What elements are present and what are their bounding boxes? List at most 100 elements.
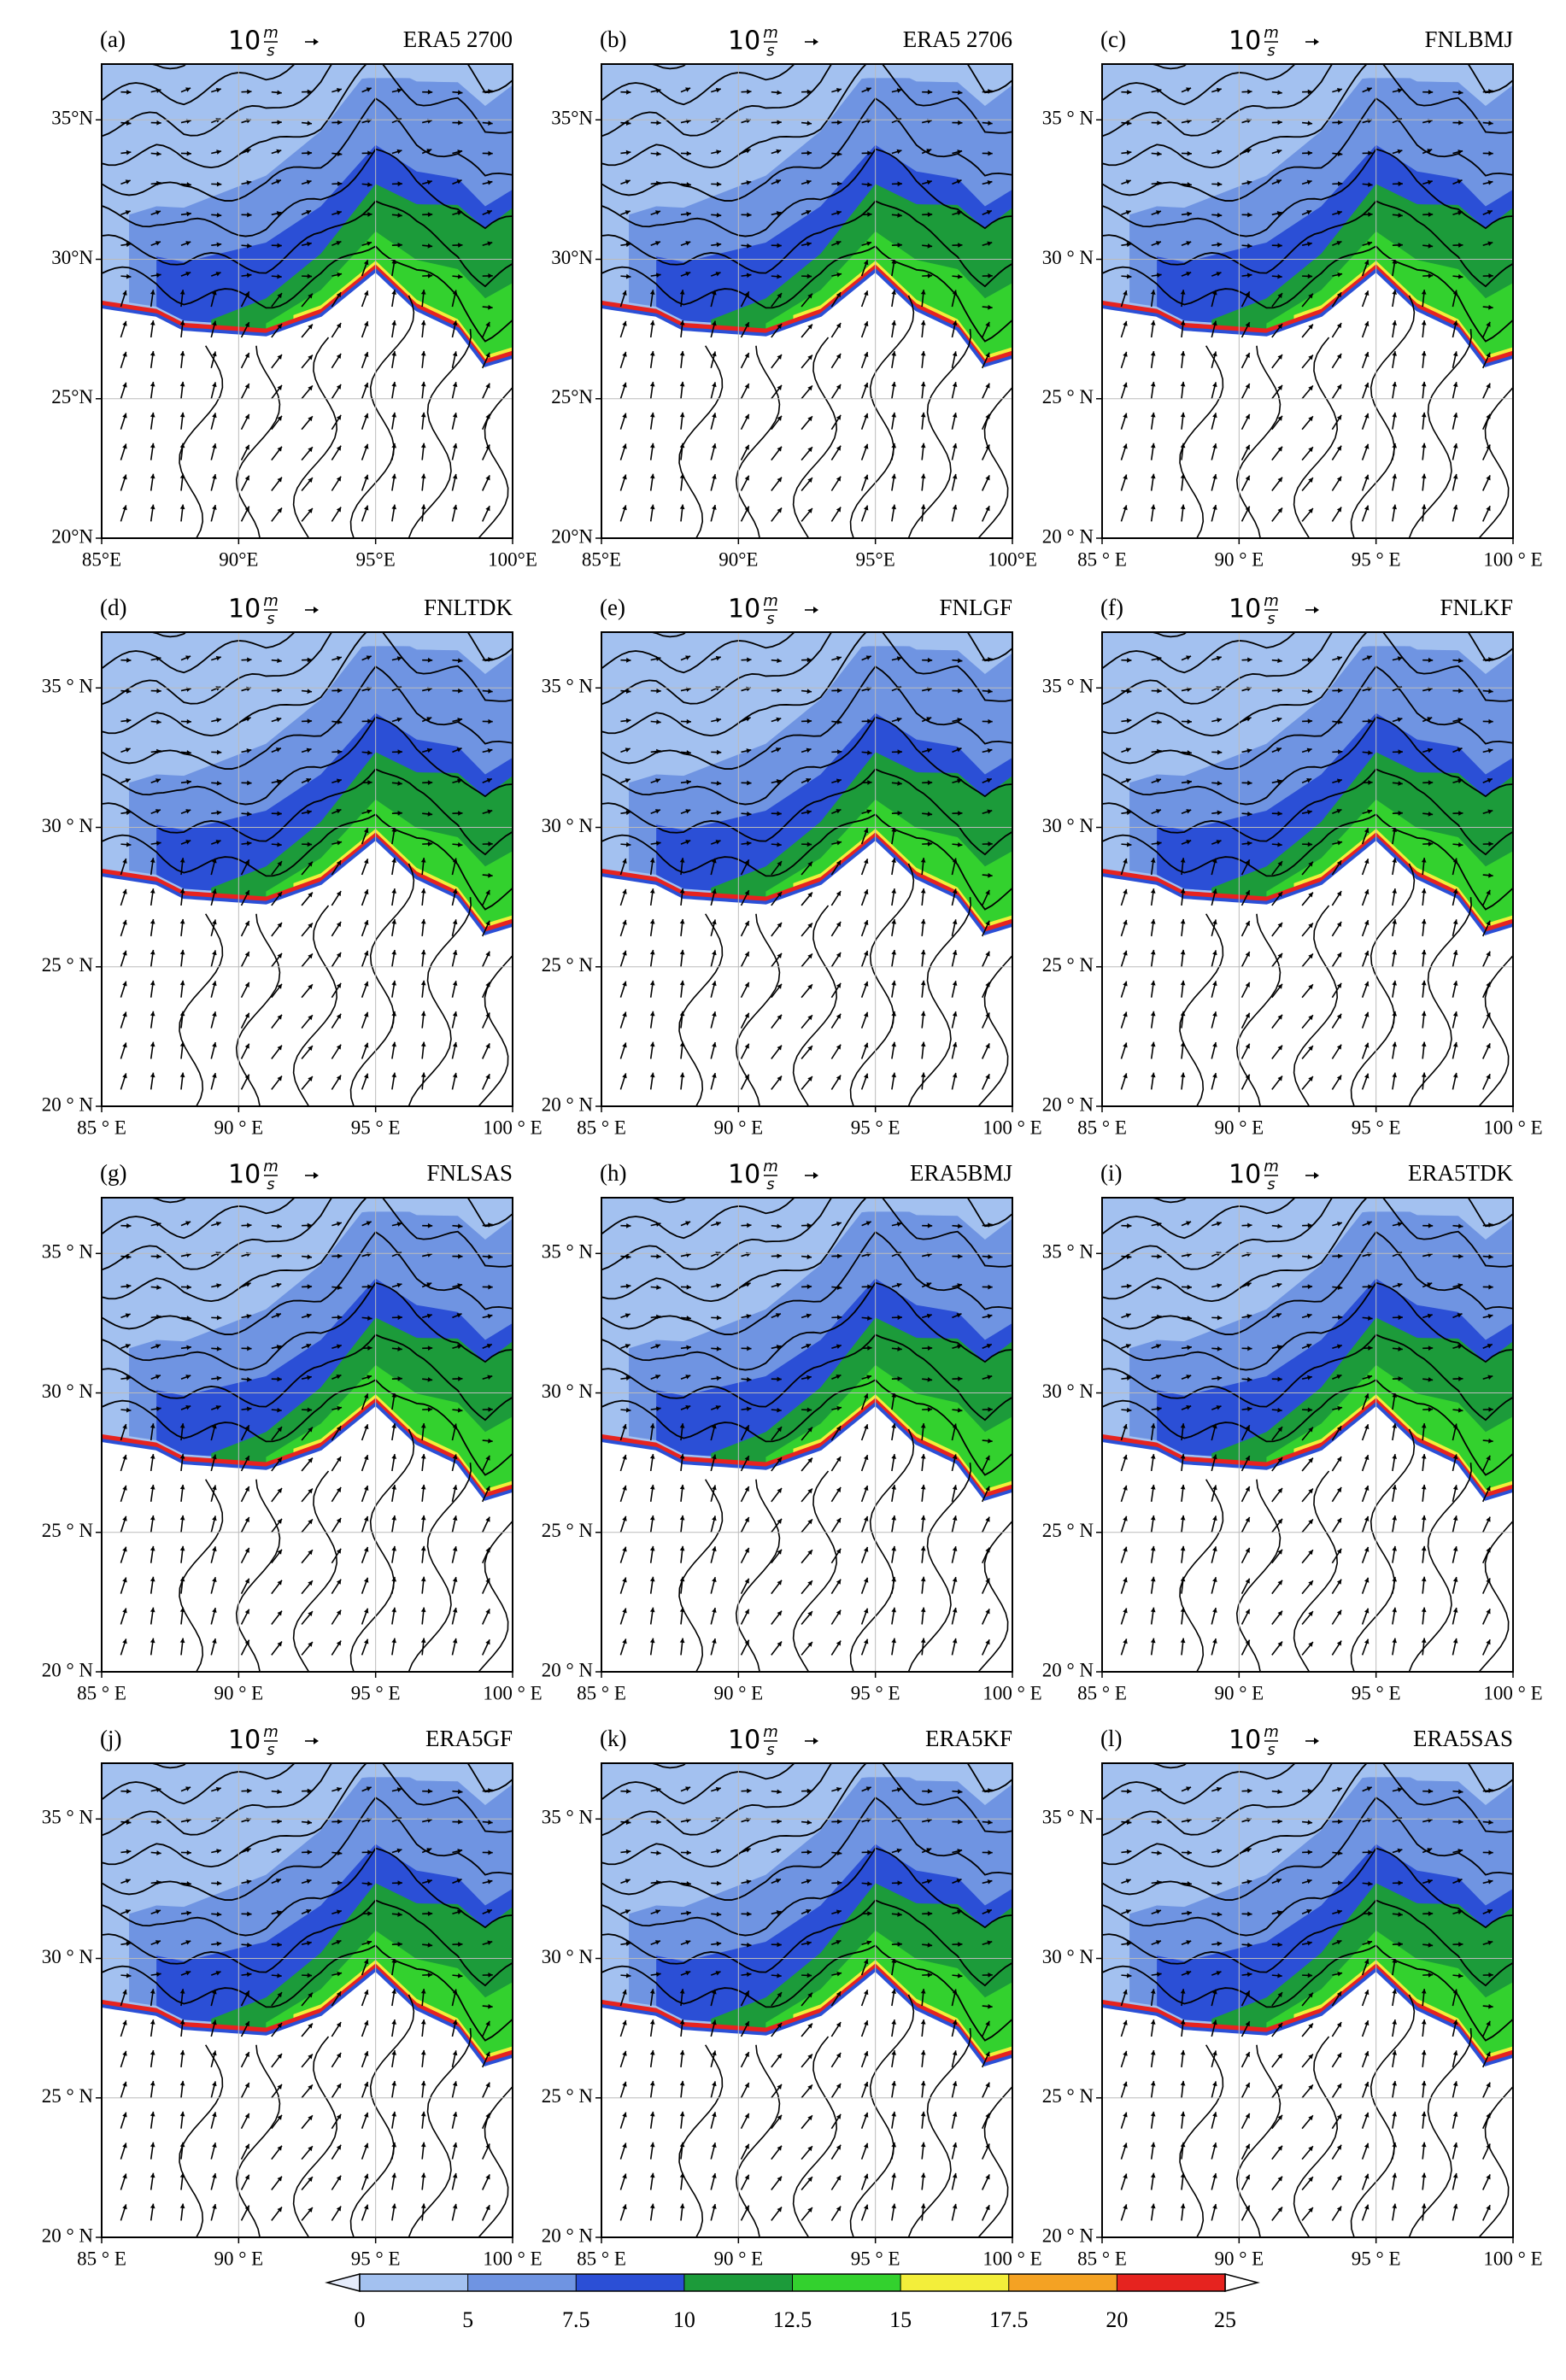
contour-line (601, 200, 1012, 288)
wind-vector-head (1277, 415, 1282, 421)
wind-vector-head (245, 149, 251, 154)
wind-vector-head (1018, 1641, 1022, 1646)
wind-vector-head (247, 243, 252, 249)
wind-vector-head (488, 1438, 493, 1444)
wind-vector-head (156, 748, 161, 754)
contour-line (1179, 345, 1224, 538)
wind-vector-head (155, 1787, 161, 1792)
vector-scale-unit: m (263, 1723, 279, 1741)
contour-line (1102, 1379, 1513, 1476)
wind-vector (1012, 1076, 1023, 1089)
wind-vector-head (1212, 1454, 1217, 1460)
wind-vector-head (485, 1074, 490, 1080)
wind-vector-head (622, 2143, 627, 2148)
wind-vector-head (625, 778, 631, 783)
wind-vector-head (1428, 812, 1434, 817)
wind-vector (512, 520, 513, 522)
contour-line (792, 2036, 838, 2237)
wind-vector (1012, 385, 1023, 399)
contour-line (1235, 345, 1282, 538)
wind-vector-head (215, 655, 221, 661)
wind-vector-head (1428, 1345, 1434, 1351)
wind-vector-head (1488, 150, 1493, 156)
wind-vector-head (716, 1315, 722, 1321)
y-tick-label: 25 ° N (1042, 1520, 1094, 1541)
wind-vector-head (1157, 151, 1162, 156)
wind-vector-head (1245, 383, 1250, 389)
contour-line (601, 1847, 1012, 1937)
wind-vector-head (150, 1041, 155, 1047)
wind-vector-head (1518, 324, 1522, 329)
wind-vector-head (1276, 747, 1282, 753)
wind-vector-head (1123, 1577, 1128, 1583)
contour-line (102, 200, 513, 288)
wind-vector-head (649, 473, 655, 479)
wind-vector-head (396, 1222, 402, 1227)
wind-vector-head (1337, 749, 1343, 754)
wind-vector (512, 214, 513, 215)
wind-vector-head (363, 260, 369, 266)
wind-vector-head (452, 1607, 458, 1613)
wind-vector-head (1180, 1545, 1186, 1551)
wind-vector-head (1368, 1284, 1373, 1290)
wind-vector-head (391, 1607, 397, 1613)
wind-vector-head (179, 1454, 185, 1459)
wind-vector-head (488, 1820, 493, 1826)
wind-vector-head (1452, 382, 1458, 387)
wind-vector-head (1247, 1376, 1252, 1382)
wind-vector-head (625, 1941, 631, 1947)
wind-vector-head (122, 2019, 127, 2025)
wind-vector-head (926, 1282, 932, 1287)
map-frame (1101, 631, 1514, 1107)
wind-vector-head (1308, 324, 1313, 330)
wind-vector (1512, 782, 1513, 783)
wind-vector-head (920, 350, 926, 356)
wind-vector (1512, 275, 1513, 277)
wind-vector-head (122, 2143, 127, 2148)
wind-vector-head (518, 1910, 523, 1915)
wind-vector-head (367, 1345, 372, 1351)
wind-vector-head (777, 1253, 782, 1259)
wind-vector-head (1127, 89, 1132, 95)
wind-vector-head (649, 888, 655, 894)
wind-vector-head (863, 505, 869, 511)
wind-vector-head (336, 1426, 342, 1432)
wind-vector-head (1392, 504, 1398, 510)
wind-vector-head (715, 1786, 721, 1792)
wind-vector-head (488, 120, 493, 126)
wind-vector-head (336, 1075, 342, 1081)
wind-vector-head (307, 1407, 313, 1413)
wind-vector-head (837, 1253, 842, 1259)
wind-vector-head (156, 688, 161, 694)
wind-vector-head (920, 381, 926, 387)
contour-line (102, 97, 513, 202)
wind-vector-head (988, 304, 993, 310)
contour-line (601, 64, 1012, 168)
wind-vector-head (836, 1517, 842, 1523)
wind-vector-head (518, 1819, 523, 1824)
wind-vector-head (277, 1253, 282, 1259)
wind-vector (1012, 953, 1023, 967)
wind-vector-head (1368, 780, 1373, 785)
wind-vector-head (686, 211, 691, 217)
vector-scale-value: 10 (1229, 595, 1261, 624)
wind-vector-head (1337, 1315, 1343, 1320)
wind-vector-head (1487, 241, 1493, 247)
wind-vector-head (926, 149, 932, 154)
wind-vector-head (1308, 508, 1313, 513)
wind-vector-head (150, 1454, 155, 1459)
wind-vector-head (1452, 413, 1458, 418)
wind-vector-head (391, 1576, 397, 1582)
wind-vector-head (420, 2049, 426, 2055)
wind-vector-head (277, 1457, 282, 1463)
wind-vector-head (836, 1075, 842, 1081)
wind-vector-head (806, 1254, 812, 1260)
wind-vector-head (988, 120, 993, 126)
wind-vector-head (122, 1608, 127, 1614)
wind-vector-head (186, 211, 191, 217)
wind-vector-head (952, 1423, 958, 1429)
wind-vector-head (397, 781, 402, 786)
wind-vector-head (452, 858, 458, 864)
wind-vector (1012, 121, 1023, 122)
wind-vector-head (895, 118, 901, 123)
